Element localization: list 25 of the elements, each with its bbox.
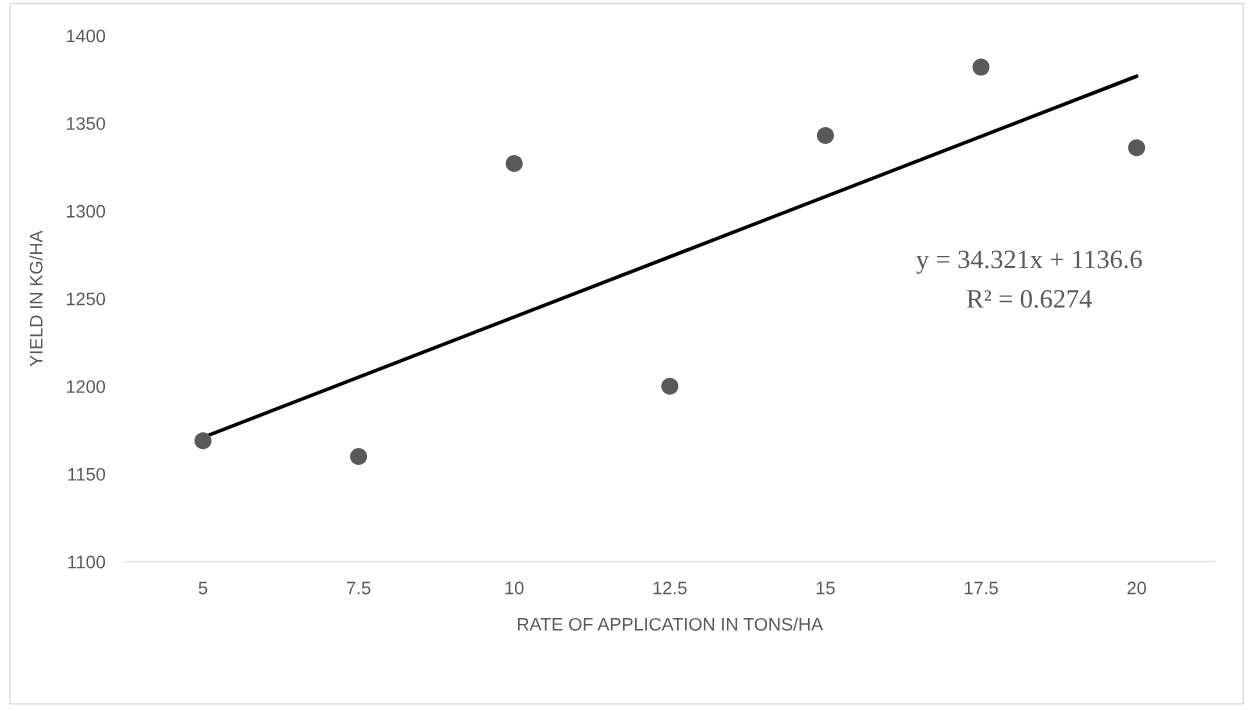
point xyxy=(350,447,368,465)
x-tick-label: 12.5 xyxy=(653,581,687,595)
x-tick-label: 7.5 xyxy=(346,581,371,595)
x-axis-title: RATE OF APPLICATION IN TONS/HA xyxy=(517,617,824,631)
x-tick-label: 10 xyxy=(505,581,524,595)
x-tick-label: 5 xyxy=(198,581,208,595)
y-tick-label: 1150 xyxy=(68,467,106,481)
y-axis-title: YIELD IN KG/HA xyxy=(29,230,43,367)
point xyxy=(505,155,523,173)
y-tick-label: 1350 xyxy=(66,117,106,130)
y-tick-label: 1300 xyxy=(66,204,106,218)
point xyxy=(194,432,212,450)
x-tick-label: 15 xyxy=(816,581,835,595)
y-tick-label: 1100 xyxy=(68,555,106,569)
y-tick-label: 1400 xyxy=(66,29,106,43)
y-tick-label: 1250 xyxy=(66,292,106,306)
y-tick-label: 1200 xyxy=(66,380,106,394)
point xyxy=(1128,139,1146,157)
point xyxy=(661,377,679,395)
annotation: y = 34.321x + 1136.6 xyxy=(916,250,1142,274)
x-tick-label: 17.5 xyxy=(964,581,998,595)
point xyxy=(972,58,990,76)
point xyxy=(816,127,834,145)
x-tick-label: 20 xyxy=(1127,581,1146,595)
annotation: R² = 0.6274 xyxy=(966,290,1092,308)
